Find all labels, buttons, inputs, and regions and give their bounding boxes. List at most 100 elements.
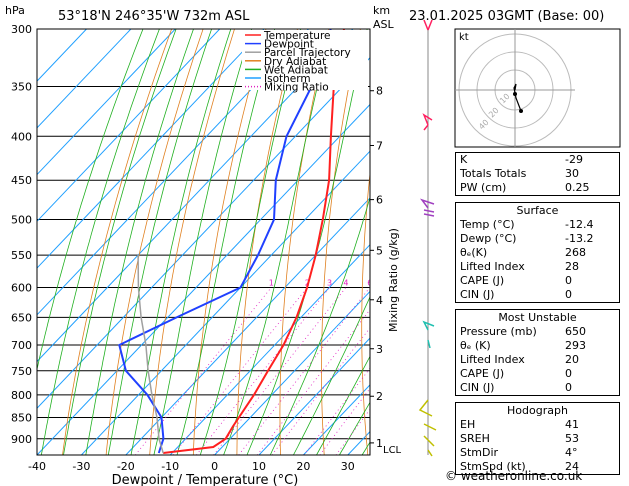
datetime-label: 23.01.2025 03GMT (Base: 00) — [409, 9, 604, 24]
pressure-tick-label: 600 — [11, 282, 32, 295]
wet-adiabat — [176, 29, 276, 455]
table-row: Dewp (°C) -13.2 — [456, 232, 619, 246]
temp-tick-label: 10 — [252, 460, 266, 473]
mixing-ratio-line — [335, 408, 370, 455]
wet-adiabat — [37, 29, 144, 371]
table-row: K -29 — [456, 153, 619, 167]
legend-label: Mixing Ratio — [264, 82, 329, 94]
table-row: CAPE (J) 0 — [456, 274, 619, 288]
wet-adiabat — [85, 29, 194, 455]
row-label: PW (cm) — [460, 181, 507, 194]
row-value: 28 — [565, 260, 579, 273]
plot-frame — [36, 28, 371, 456]
km-tick-label: 4 — [376, 294, 383, 307]
row-label: EH — [460, 418, 476, 431]
row-value: 0 — [565, 288, 572, 301]
wet-adiabat — [40, 29, 160, 455]
isotherm-line — [37, 29, 221, 223]
row-value: 0 — [565, 367, 572, 380]
wet-adiabat — [153, 29, 252, 455]
km-tick-label: 3 — [376, 343, 383, 356]
row-value: 30 — [565, 167, 579, 180]
hodograph-trace — [513, 83, 522, 112]
isotherm-line — [37, 29, 265, 269]
row-value: 0.25 — [565, 181, 590, 194]
table-row: θₑ (K) 293 — [456, 339, 619, 353]
table-row: EH 41 — [456, 418, 619, 432]
row-value: 24 — [565, 460, 579, 473]
chart-title: 53°18'N 246°35'W 732m ASL — [58, 9, 250, 24]
mixing-ratio-label: 6 — [367, 279, 372, 288]
table-row: Lifted Index 20 — [456, 353, 619, 367]
km-tick-label: 7 — [376, 140, 383, 153]
sounding-lines: 1 2 3 4 6 8 10 16 20 25 — [118, 29, 372, 454]
row-label: Totals Totals — [460, 167, 527, 180]
pressure-tick-label: 850 — [11, 411, 32, 424]
isotherm-line — [37, 29, 309, 316]
row-label: Lifted Index — [460, 353, 525, 366]
row-value: 0 — [565, 381, 572, 394]
row-label: θₑ (K) — [460, 339, 491, 352]
row-value: 41 — [565, 418, 579, 431]
temp-tick-label: -20 — [117, 460, 135, 473]
x-axis-label: Dewpoint / Temperature (°C) — [112, 473, 299, 486]
wet-adiabat — [63, 29, 177, 455]
series-parcel-trajectory — [137, 255, 164, 454]
row-label: StmSpd (kt) — [460, 460, 526, 473]
row-label: θₑ(K) — [460, 246, 488, 259]
table-row: Temp (°C) -12.4 — [456, 218, 619, 232]
pressure-tick-label: 300 — [11, 23, 32, 36]
isotherm-line — [37, 29, 176, 176]
table-row: CIN (J) 0 — [456, 288, 619, 302]
row-value: -12.4 — [565, 218, 594, 231]
legend-label: Wet Adiabat — [264, 64, 328, 76]
row-value: -29 — [565, 153, 583, 166]
mixing-ratio-label: 4 — [343, 279, 348, 288]
dry-adiabat — [438, 29, 455, 455]
table-row: SREH 53 — [456, 432, 619, 446]
table-row: CAPE (J) 0 — [456, 367, 619, 381]
row-value: 53 — [565, 432, 579, 445]
temp-tick-label: 0 — [211, 460, 218, 473]
isotherm-line — [37, 103, 370, 455]
wet-adiabat — [223, 29, 332, 455]
km-tick-label: 8 — [376, 85, 383, 98]
hpa-axis-label: hPa — [5, 4, 25, 17]
row-label: CIN (J) — [460, 288, 495, 301]
row-value: 20 — [565, 353, 579, 366]
wind-barb-650 — [422, 320, 435, 349]
dry-adiabat — [149, 29, 235, 455]
indices-table: K -29 Totals Totals 30 PW (cm) 0.25 — [455, 152, 620, 196]
legend-label: Isotherm — [264, 73, 311, 85]
mixing-ratio-label: 1 — [269, 279, 274, 288]
pressure-tick-label: 500 — [11, 214, 32, 227]
dry-adiabat — [105, 29, 204, 455]
dry-adiabat — [62, 29, 172, 455]
temp-tick-label: -40 — [28, 460, 46, 473]
series-temperature — [163, 29, 345, 454]
km-tick-label: 2 — [376, 390, 383, 403]
pressure-tick-label: 350 — [11, 80, 32, 93]
row-label: SREH — [460, 432, 490, 445]
axes: 300350400450500550600650700750800850900-… — [11, 23, 402, 473]
table-row: Totals Totals 30 — [456, 167, 619, 181]
row-value: 4° — [565, 446, 578, 459]
dry-adiabat — [236, 29, 298, 455]
legend-label: Parcel Trajectory — [264, 47, 351, 59]
hodograph-table: Hodograph EH 41 SREH 53 StmDir 4° StmSpd (kt) 2… — [455, 402, 620, 475]
km-axis-label: km — [373, 4, 390, 17]
legend-background — [242, 30, 368, 90]
row-label: StmDir — [460, 446, 499, 459]
row-value: 0 — [565, 274, 572, 287]
temp-tick-label: -30 — [72, 460, 90, 473]
temp-tick-label: -10 — [161, 460, 179, 473]
wind-barb-surface — [418, 399, 437, 457]
row-label: Temp (°C) — [460, 218, 515, 231]
wet-adiabat — [199, 29, 302, 455]
table-row: StmDir 4° — [456, 446, 619, 460]
table-row: CIN (J) 0 — [456, 381, 619, 395]
surface-table: Surface Temp (°C) -12.4 Dewp (°C) -13.2 θₑ(K… — [455, 202, 620, 303]
isotherm-line — [169, 243, 370, 455]
